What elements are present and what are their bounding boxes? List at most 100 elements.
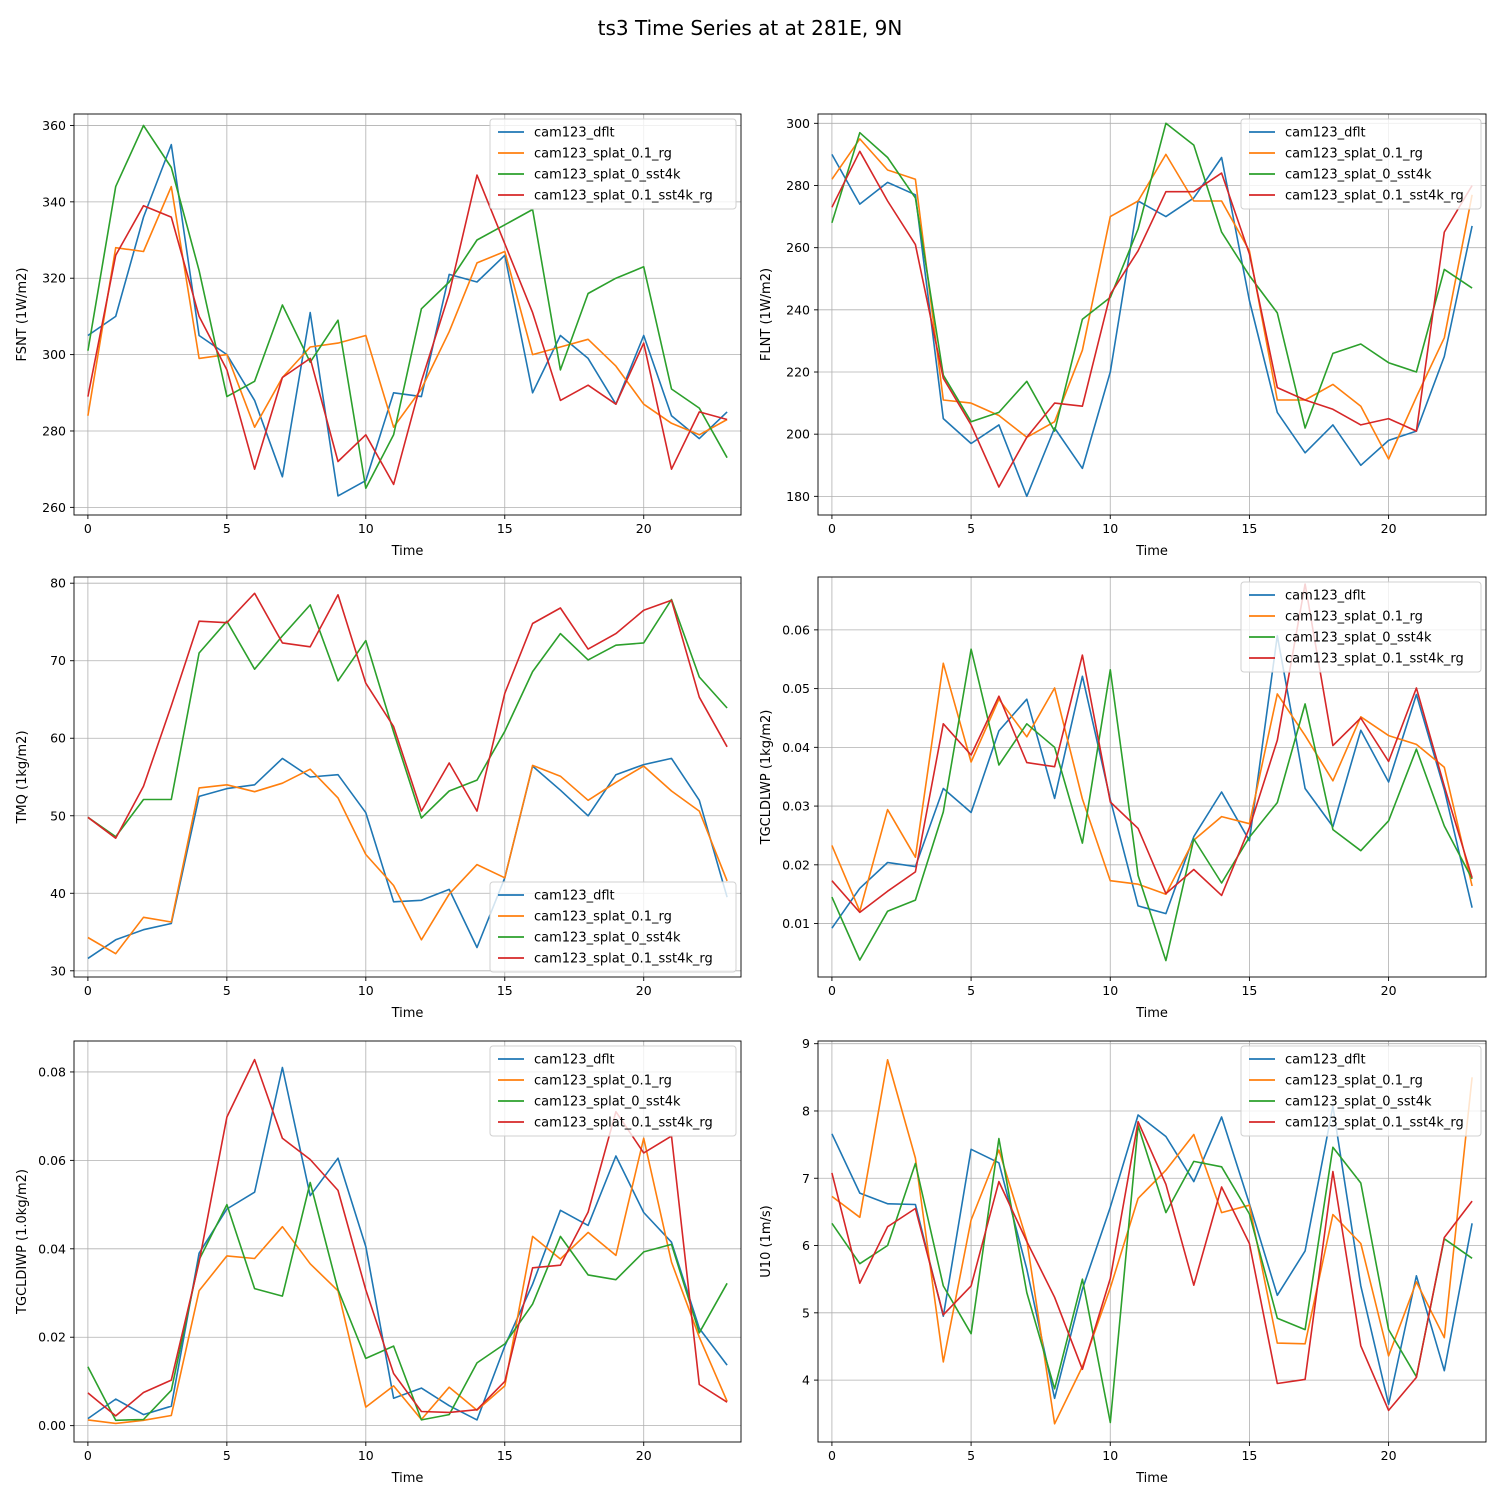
legend-label: cam123_splat_0.1_sst4k_rg: [534, 1116, 713, 1131]
legend-label: cam123_splat_0_sst4k: [1285, 1095, 1432, 1110]
y-tick-label: 0.04: [782, 740, 810, 755]
legend-label: cam123_dflt: [534, 889, 615, 904]
y-tick-label: 80: [50, 576, 66, 591]
legend-label: cam123_dflt: [1285, 1053, 1366, 1068]
y-tick-label: 300: [786, 116, 810, 131]
x-axis-label: Time: [391, 1006, 424, 1021]
series-line-cam123_splat_0.1_rg: [831, 1059, 1473, 1425]
series-line-cam123_splat_0_sst4k: [87, 598, 728, 838]
axes-frame: [73, 1040, 742, 1443]
x-axis-label: Time: [1135, 1471, 1168, 1486]
subplot-2: 0 5 10 15 20 180 200 220 240 260 280 300 Time FLNT (1…: [759, 113, 1487, 559]
y-tick-label: 280: [42, 423, 66, 438]
series-line-cam123_splat_0.1_rg: [87, 764, 728, 955]
x-tick-label: 5: [223, 521, 231, 536]
x-tick-label: 15: [497, 521, 513, 536]
x-tick-label: 15: [1241, 1448, 1257, 1463]
legend-label: cam123_splat_0.1_rg: [534, 147, 672, 162]
series-line-cam123_dflt: [831, 154, 1473, 498]
y-axis-label: FSNT (1W/m2): [15, 268, 30, 362]
x-tick-label: 20: [636, 1448, 652, 1463]
legend-label: cam123_dflt: [534, 126, 615, 141]
y-tick-label: 5: [802, 1305, 810, 1320]
legend-label: cam123_splat_0_sst4k: [1285, 168, 1432, 183]
legend-label: cam123_dflt: [534, 1053, 615, 1068]
y-axis-label: TGCLDLWP (1kg/m2): [759, 710, 774, 846]
axes-frame: [817, 1040, 1487, 1443]
y-tick-label: 70: [50, 653, 66, 668]
x-tick-label: 15: [497, 1448, 513, 1463]
subplot-6: 0 5 10 15 20 4 5 6 7 8 9 Time U10 (1m/s) cam123_dfltc…: [759, 1036, 1487, 1486]
x-axis-label: Time: [391, 544, 424, 559]
legend-label: cam123_splat_0.1_sst4k_rg: [534, 952, 713, 967]
y-axis-label: TMQ (1kg/m2): [15, 730, 30, 824]
series-line-cam123_splat_0.1_rg: [87, 1137, 728, 1425]
x-tick-label: 0: [84, 983, 92, 998]
x-tick-label: 10: [1102, 521, 1118, 536]
series-line-cam123_splat_0_sst4k: [831, 648, 1473, 962]
series-line-cam123_splat_0_sst4k: [831, 1125, 1473, 1424]
legend: cam123_dflt cam123_splat_0.1_rg cam123_spl…: [489, 881, 737, 973]
legend-label: cam123_splat_0.1_sst4k_rg: [1285, 652, 1464, 667]
y-tick-label: 0.06: [38, 1153, 66, 1168]
x-tick-label: 5: [967, 983, 975, 998]
series-line-cam123_splat_0.1_rg: [831, 662, 1473, 913]
x-tick-label: 20: [1381, 521, 1397, 536]
subplot-3: 0 5 10 15 20 30 40 50 60 70 80 Time TMQ (1kg/m2) cam1…: [15, 576, 742, 1021]
legend-box: [1240, 118, 1482, 210]
legend-box: [1240, 581, 1482, 673]
x-tick-label: 20: [1381, 1448, 1397, 1463]
x-axis-label: Time: [1135, 1006, 1168, 1021]
series-line-cam123_dflt: [831, 634, 1473, 929]
legend-label: cam123_splat_0_sst4k: [1285, 631, 1432, 646]
series-line-cam123_dflt: [87, 757, 728, 960]
legend-label: cam123_splat_0.1_rg: [1285, 1074, 1423, 1089]
legend-box: [489, 1045, 737, 1137]
series-line-cam123_splat_0_sst4k: [87, 124, 728, 490]
x-tick-label: 0: [84, 521, 92, 536]
series-line-cam123_splat_0.1_rg: [87, 185, 728, 436]
y-tick-label: 0.02: [38, 1330, 66, 1345]
y-tick-label: 60: [50, 731, 66, 746]
legend-label: cam123_splat_0.1_sst4k_rg: [534, 189, 713, 204]
y-axis-label: FLNT (1W/m2): [759, 268, 774, 361]
x-tick-label: 5: [967, 1448, 975, 1463]
x-tick-label: 10: [358, 983, 374, 998]
legend: cam123_dflt cam123_splat_0.1_rg cam123_spl…: [489, 1045, 737, 1137]
series-line-cam123_splat_0.1_sst4k_rg: [831, 583, 1473, 914]
axes-frame: [817, 113, 1487, 516]
y-tick-label: 0.00: [38, 1418, 66, 1433]
y-tick-label: 0.01: [782, 916, 810, 931]
legend-label: cam123_splat_0.1_sst4k_rg: [1285, 1116, 1464, 1131]
series-line-cam123_splat_0_sst4k: [87, 1181, 728, 1422]
y-tick-label: 320: [42, 271, 66, 286]
legend: cam123_dflt cam123_splat_0.1_rg cam123_spl…: [1240, 1045, 1482, 1137]
legend: cam123_dflt cam123_splat_0.1_rg cam123_spl…: [489, 118, 737, 210]
y-tick-label: 240: [786, 302, 810, 317]
figure-title: ts3 Time Series at at 281E, 9N: [597, 16, 903, 40]
y-tick-label: 300: [42, 347, 66, 362]
x-tick-label: 10: [1102, 983, 1118, 998]
x-axis-label: Time: [1135, 544, 1168, 559]
x-tick-label: 20: [636, 983, 652, 998]
x-tick-label: 20: [636, 521, 652, 536]
legend-label: cam123_splat_0.1_rg: [534, 910, 672, 925]
legend-box: [489, 118, 737, 210]
y-tick-label: 0.02: [782, 857, 810, 872]
series-line-cam123_splat_0.1_sst4k_rg: [831, 150, 1473, 488]
subplot-5: 0 5 10 15 20 0.00 0.02 0.04 0.06 0.08 Time TGCLDIWP…: [15, 1040, 742, 1486]
series-line-cam123_splat_0.1_sst4k_rg: [87, 174, 728, 486]
series-line-cam123_splat_0.1_sst4k_rg: [87, 592, 728, 840]
y-tick-label: 180: [786, 489, 810, 504]
y-tick-label: 9: [802, 1036, 810, 1051]
x-tick-label: 15: [497, 983, 513, 998]
x-tick-label: 10: [358, 521, 374, 536]
y-tick-label: 8: [802, 1103, 810, 1118]
y-tick-label: 6: [802, 1238, 810, 1253]
y-tick-label: 0.06: [782, 622, 810, 637]
legend-box: [489, 881, 737, 973]
x-tick-label: 0: [828, 1448, 836, 1463]
legend-box: [1240, 1045, 1482, 1137]
series-line-cam123_splat_0.1_sst4k_rg: [831, 1120, 1473, 1412]
legend-label: cam123_splat_0_sst4k: [534, 168, 681, 183]
